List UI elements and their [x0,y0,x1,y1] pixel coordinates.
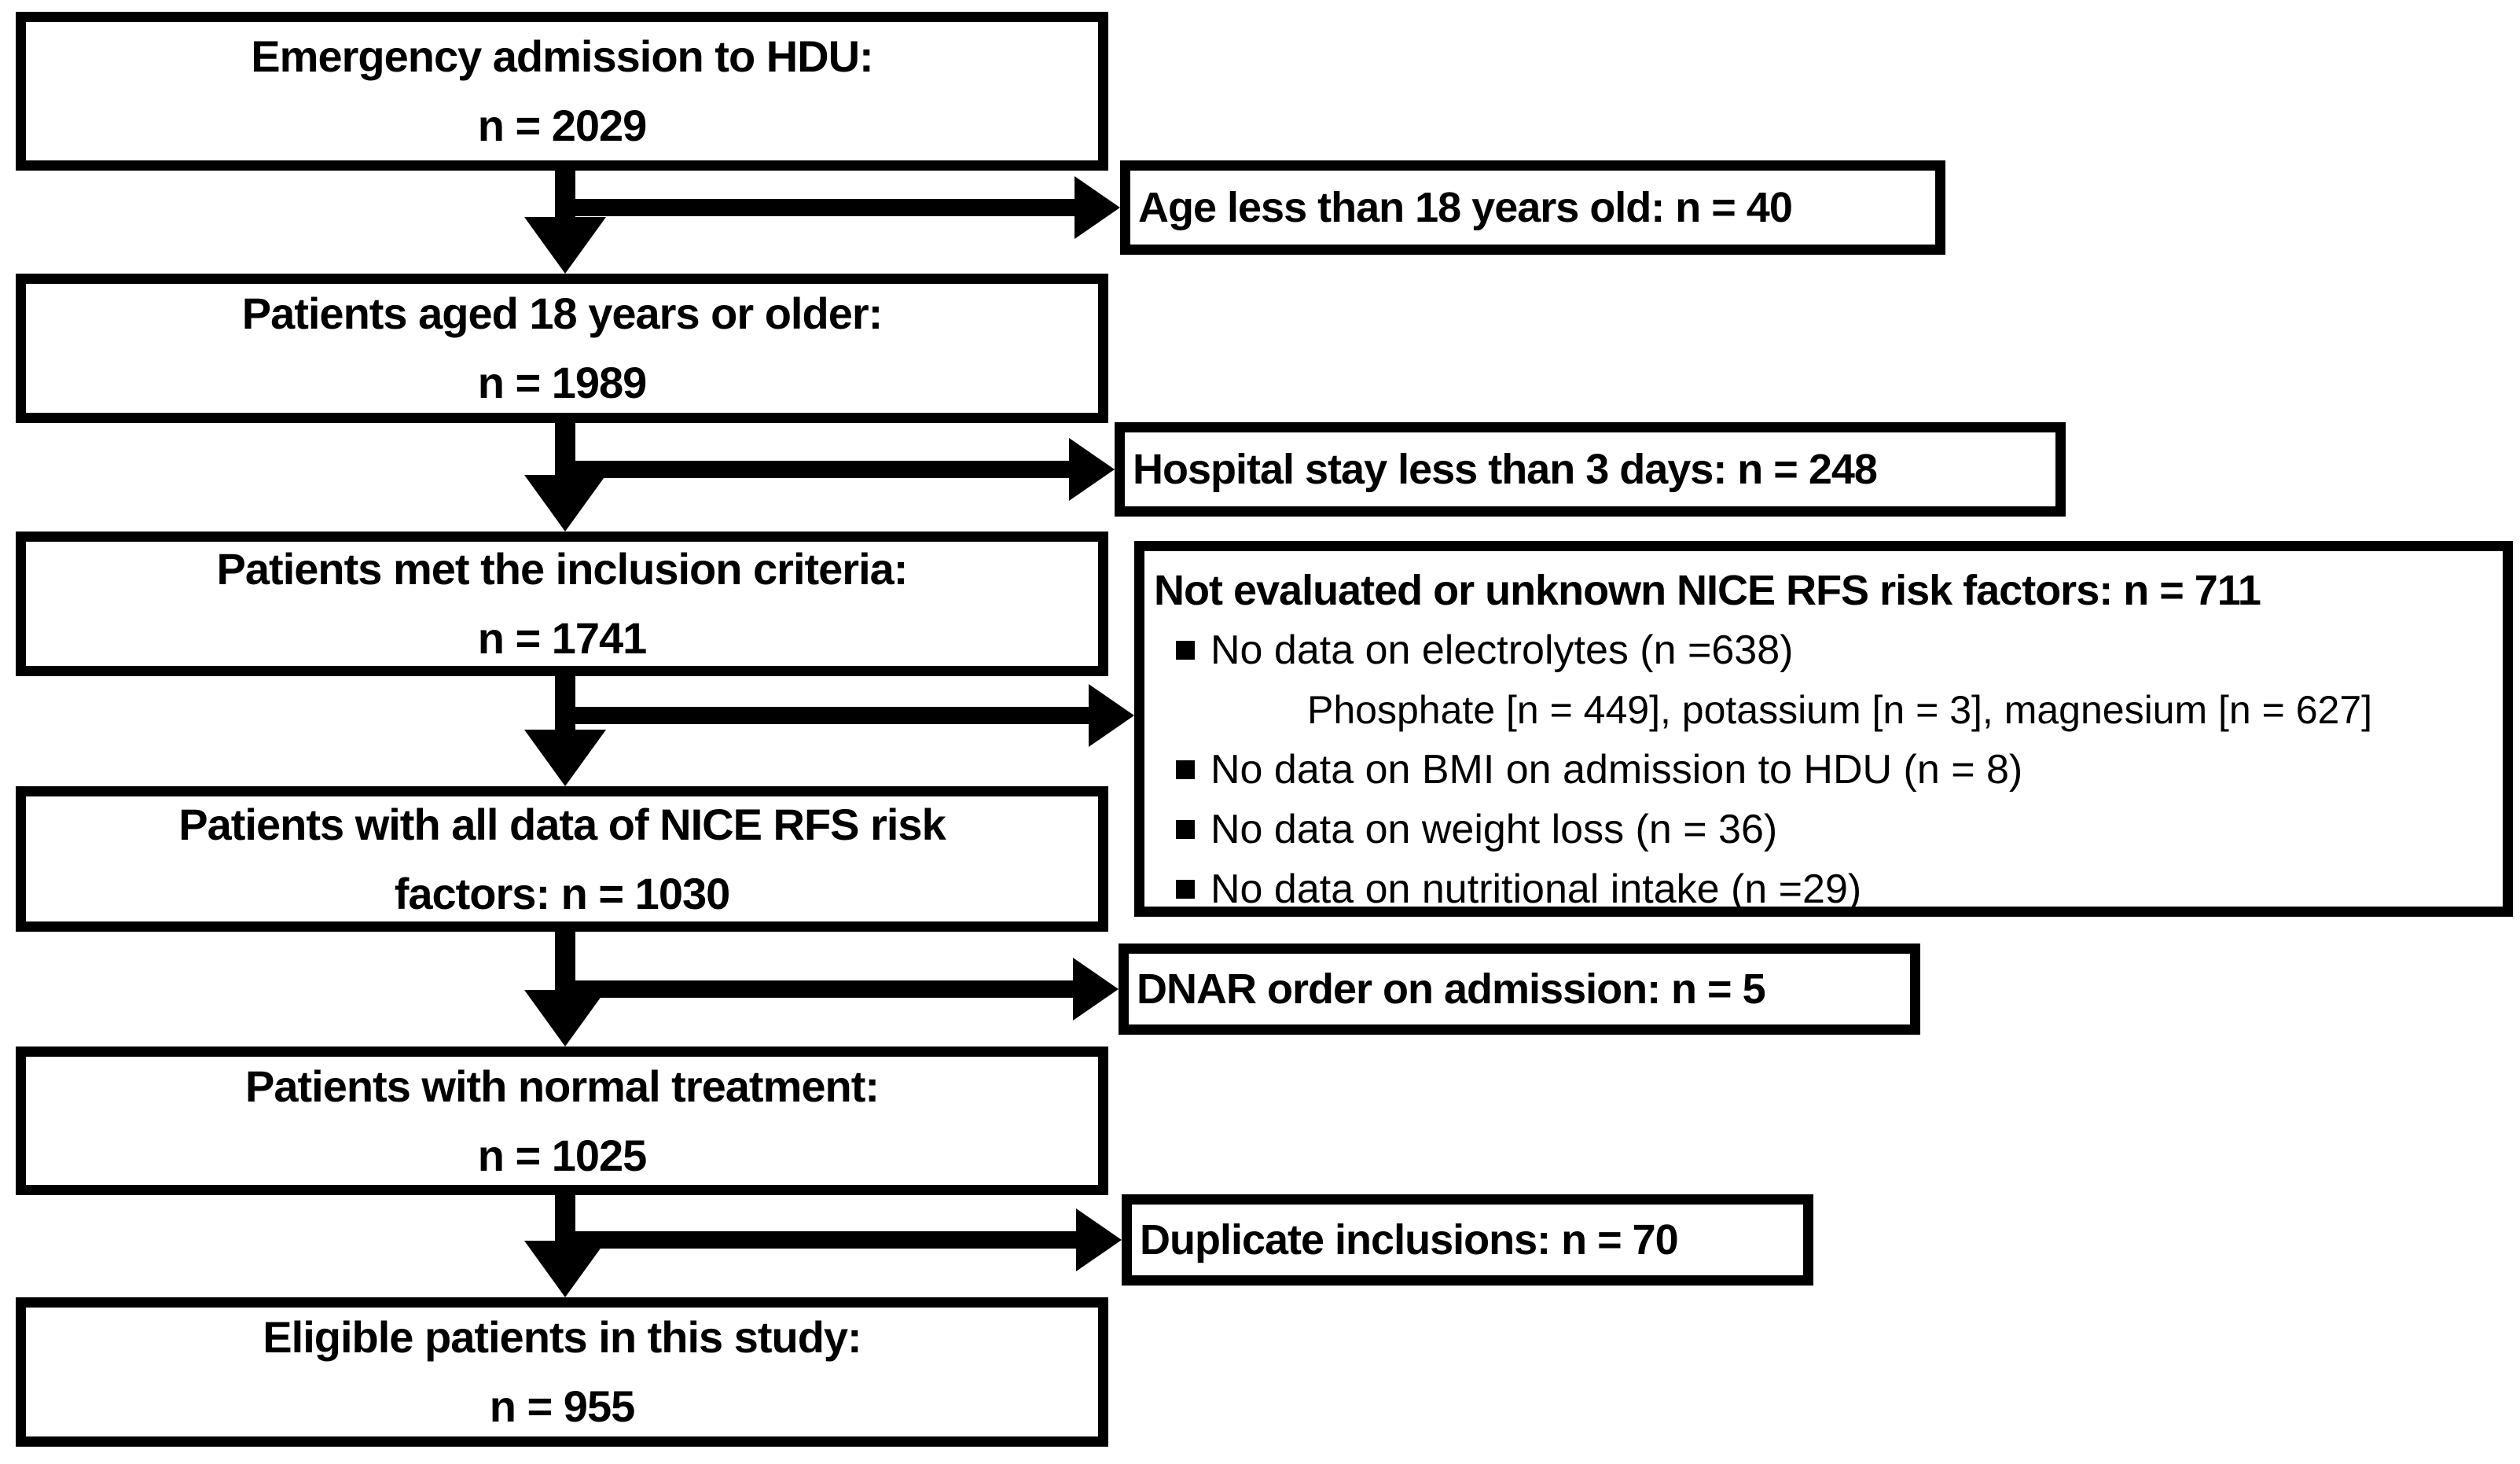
arrow-right-icon-short-stay [1069,438,1115,501]
bullet-square-icon [1176,880,1195,899]
arrow-down-icon-3 [524,730,606,786]
bullet-square-icon [1176,641,1195,660]
arrow-down-icon-4 [524,990,606,1047]
arrow-down-icon-2 [524,475,606,532]
connector-line-3 [555,675,575,734]
flow-box-eligible-patients: Eligible patients in this study: n = 955 [16,1297,1108,1447]
flow-box-eligible-patients-count: n = 955 [489,1381,635,1431]
flow-box-emergency-admission-count: n = 2029 [477,101,648,150]
flow-box-all-data-nice-rfs-line1: Patients with all data of NICE RFS risk [178,799,946,849]
flow-box-aged-18-or-older-count: n = 1989 [477,358,648,407]
nice-rfs-bullet-electrolytes-text: No data on electrolytes (n =638) [1210,627,1794,673]
flow-box-aged-18-or-older-line1: Patients aged 18 years or older: [241,289,883,338]
nice-rfs-bullet-electrolytes: No data on electrolytes (n =638) [1154,620,2503,680]
flow-box-normal-treatment-line1: Patients with normal treatment: [244,1061,880,1111]
flow-box-normal-treatment-count: n = 1025 [477,1130,648,1180]
flow-box-dnar-order: DNAR order on admission: n = 5 [1119,944,1920,1035]
flow-box-duplicates-text: Duplicate inclusions: n = 70 [1140,1216,1679,1264]
flow-box-inclusion-criteria-count: n = 1741 [477,613,648,663]
flow-box-emergency-admission-line1: Emergency admission to HDU: [251,31,873,81]
nice-rfs-bullet-bmi: No data on BMI on admission to HDU (n = … [1154,740,2503,800]
nice-rfs-bullet-nutritional-intake: No data on nutritional intake (n =29) [1154,859,2503,919]
flow-box-short-stay: Hospital stay less than 3 days: n = 248 [1115,422,2066,517]
flow-box-all-data-nice-rfs: Patients with all data of NICE RFS risk … [16,786,1108,932]
flow-box-inclusion-criteria: Patients met the inclusion criteria: n =… [16,532,1108,676]
flow-box-duplicates: Duplicate inclusions: n = 70 [1122,1194,1813,1286]
branch-line-duplicates [555,1231,1078,1249]
branch-line-nice-rfs [555,707,1090,724]
arrow-right-icon-duplicates [1076,1208,1122,1271]
flow-box-emergency-admission: Emergency admission to HDU: n = 2029 [16,12,1108,171]
arrow-right-icon-dnar [1073,958,1119,1021]
branch-line-age-under-18 [555,199,1076,216]
flow-box-age-under-18: Age less than 18 years old: n = 40 [1120,160,1945,255]
bullet-square-icon [1176,820,1195,839]
flow-box-short-stay-text: Hospital stay less than 3 days: n = 248 [1133,446,1878,493]
flow-box-eligible-patients-line1: Eligible patients in this study: [263,1312,861,1362]
arrow-down-icon-1 [524,217,606,274]
branch-line-short-stay [555,461,1071,478]
flow-box-all-data-nice-rfs-line2: factors: n = 1030 [394,868,731,918]
flow-box-nice-rfs-exclusions: Not evaluated or unknown NICE RFS risk f… [1134,541,2513,917]
arrow-right-icon-nice-rfs [1089,684,1134,747]
branch-line-dnar [555,980,1074,998]
flow-box-dnar-order-text: DNAR order on admission: n = 5 [1137,966,1766,1013]
bullet-square-icon [1176,760,1195,779]
arrow-down-icon-5 [524,1241,606,1297]
nice-rfs-bullet-weight-loss: No data on weight loss (n = 36) [1154,800,2503,859]
nice-rfs-bullet-nutritional-intake-text: No data on nutritional intake (n =29) [1210,866,1862,912]
nice-rfs-electrolytes-detail: Phosphate [n = 449], potassium [n = 3], … [1307,688,2373,732]
flow-box-aged-18-or-older: Patients aged 18 years or older: n = 198… [16,274,1108,423]
nice-rfs-title: Not evaluated or unknown NICE RFS risk f… [1154,567,2261,614]
flow-box-inclusion-criteria-line1: Patients met the inclusion criteria: [216,544,909,594]
nice-rfs-bullet-weight-loss-text: No data on weight loss (n = 36) [1210,807,1778,852]
flow-box-normal-treatment: Patients with normal treatment: n = 1025 [16,1047,1108,1195]
nice-rfs-bullet-bmi-text: No data on BMI on admission to HDU (n = … [1210,747,2023,793]
flow-box-age-under-18-text: Age less than 18 years old: n = 40 [1138,184,1793,231]
arrow-right-icon-age-under-18 [1074,176,1120,239]
